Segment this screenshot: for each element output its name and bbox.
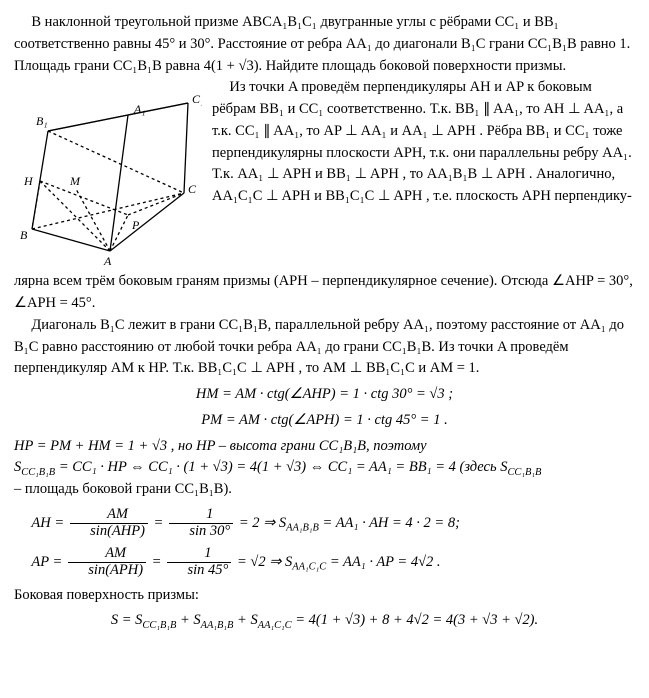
equation-pm: PM = AM · ctg(∠APH) = 1 · ctg 45° = 1 . [14, 410, 635, 432]
svg-text:A₁: A₁ [133, 102, 146, 116]
svg-text:C₁: C₁ [192, 92, 202, 106]
svg-text:C: C [188, 182, 197, 196]
fraction: AMsin(APH) [68, 546, 146, 579]
equation-ah: AH = AMsin(AHP) = 1sin 30° = 2 ⇒ SAA₁B₁B… [14, 507, 635, 540]
solution-paragraph-4c: – площадь боковой грани CC₁B₁B). [14, 479, 635, 501]
fraction: 1sin 30° [169, 507, 233, 540]
solution-paragraph-4b: SCC₁B₁B = CC₁ · HP ⇔ CC₁ · (1 + √3) = 4(… [14, 457, 635, 479]
svg-text:B: B [20, 228, 28, 242]
svg-text:M: M [69, 174, 81, 188]
final-answer: S = SCC₁B₁B + SAA₁B₁B + SAA₁C₁C = 4(1 + … [14, 610, 635, 632]
fraction: AMsin(AHP) [70, 507, 148, 540]
solution-paragraph-5: Боковая поверхность призмы: [14, 585, 635, 607]
svg-text:H: H [23, 174, 34, 188]
svg-text:B₁: B₁ [36, 114, 48, 128]
equation-hm: HM = AM · ctg(∠AHP) = 1 · ctg 30° = √3 ; [14, 384, 635, 406]
fraction: 1sin 45° [167, 546, 231, 579]
solution-paragraph-4a: HP = PM + HM = 1 + √3 , но HP – высота г… [14, 436, 635, 458]
svg-text:A: A [103, 254, 112, 268]
problem-text: В наклонной треугольной призме ABCA₁B₁C₁… [14, 12, 635, 77]
solution-paragraph-3: Диагональ B₁C лежит в грани CC₁B₁B, пара… [14, 315, 635, 380]
problem-statement: В наклонной треугольной призме ABCA₁B₁C₁… [14, 12, 635, 77]
equation-ap: AP = AMsin(APH) = 1sin 45° = √2 ⇒ SAA₁C₁… [14, 546, 635, 579]
prism-figure: B₁ A₁ C₁ B A C H M P [14, 81, 202, 269]
solution-paragraph-2: лярна всем трём боковым граням призмы (A… [14, 271, 635, 315]
figure-svg: B₁ A₁ C₁ B A C H M P [14, 81, 202, 269]
svg-text:P: P [131, 218, 140, 232]
